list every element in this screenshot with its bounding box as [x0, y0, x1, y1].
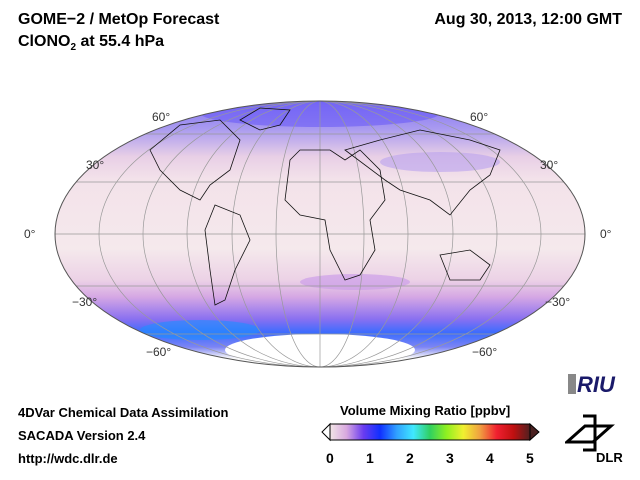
forecast-datetime: Aug 30, 2013, 12:00 GMT	[434, 11, 622, 28]
colorbar-title: Volume Mixing Ratio [ppbv]	[340, 403, 511, 418]
lat-label-30s-left: −30°	[72, 295, 98, 309]
lat-label-30s-right: −30°	[545, 295, 571, 309]
colorbar-under-arrow	[321, 422, 331, 442]
species-level: at 55.4 hPa	[76, 33, 165, 50]
lat-label-30n-left: 30°	[86, 158, 105, 172]
lat-label-eq-left: 0°	[24, 227, 36, 241]
dlr-logo-text: DLR	[596, 450, 623, 465]
species-subscript: 2	[70, 42, 77, 54]
colorbar-tick-label: 0	[326, 450, 334, 466]
colorbar-tick-label: 1	[366, 450, 374, 466]
lat-label-60n-right: 60°	[470, 110, 489, 124]
lat-label-60s-left: −60°	[146, 345, 172, 359]
colorbar-tick-label: 5	[526, 450, 534, 466]
colorbar-tick-label: 4	[486, 450, 494, 466]
dlr-logo-icon	[565, 414, 615, 452]
footer-method: 4DVar Chemical Data Assimilation	[18, 405, 229, 420]
colorbar-tick-label: 3	[446, 450, 454, 466]
lat-label-60n-left: 60°	[152, 110, 171, 124]
species-name: ClONO	[18, 33, 71, 50]
colorbar-gradient	[329, 423, 531, 441]
lat-label-30n-right: 30°	[540, 158, 559, 172]
map-border	[54, 100, 586, 368]
graticule	[55, 101, 585, 367]
colorbar-over-arrow	[529, 422, 540, 442]
coastlines	[149, 107, 501, 306]
product-title: GOME−2 / MetOp Forecast	[18, 11, 220, 28]
footer-version: SACADA Version 2.4	[18, 428, 146, 443]
riu-logo-text: RIU	[577, 372, 615, 397]
lat-label-eq-right: 0°	[600, 227, 612, 241]
lat-label-60s-right: −60°	[472, 345, 498, 359]
footer-url[interactable]: http://wdc.dlr.de	[18, 451, 118, 466]
colorbar	[321, 422, 540, 442]
riu-logo: RIU	[568, 372, 615, 398]
colorbar-tick-label: 2	[406, 450, 414, 466]
species-label: ClONO2 at 55.4 hPa	[18, 33, 164, 53]
